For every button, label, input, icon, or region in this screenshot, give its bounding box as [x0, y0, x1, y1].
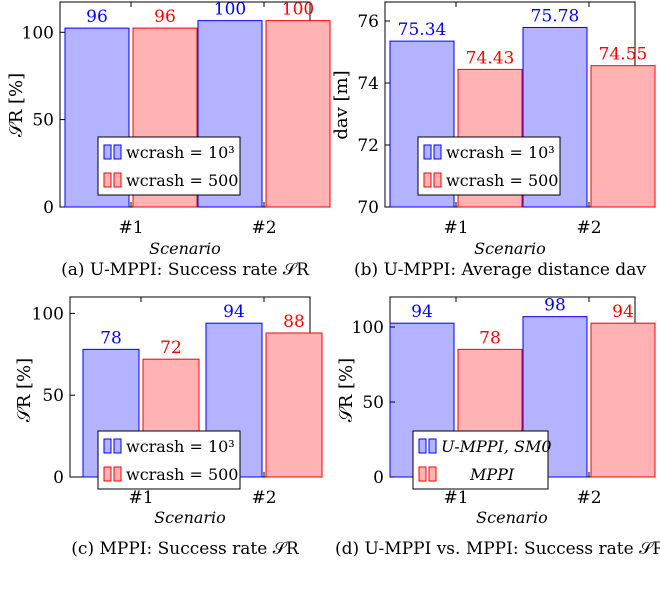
- legend-label: wcrash = 500: [126, 465, 238, 484]
- legend-label: wcrash = 500: [126, 171, 238, 190]
- data-label: 94: [223, 302, 245, 322]
- x-axis-label: Scenario: [149, 239, 221, 258]
- legend-swatch-blue: [433, 144, 442, 160]
- legend-swatch-red: [113, 466, 122, 482]
- bar: [265, 332, 323, 478]
- data-label: 100: [282, 0, 314, 20]
- legend-label: wcrash = 10³: [126, 143, 235, 162]
- data-label: 88: [283, 312, 305, 332]
- legend-swatch-blue: [423, 144, 432, 160]
- y-tick-label: 100: [22, 23, 54, 43]
- legend-swatch-blue: [103, 438, 112, 454]
- x-tick-label: #2: [576, 488, 601, 508]
- legend: wcrash = 10³ wcrash = 500: [97, 136, 241, 196]
- bar: [265, 20, 331, 208]
- legend-label: wcrash = 10³: [446, 143, 555, 162]
- x-tick-label: #1: [443, 488, 468, 508]
- y-tick-label: 0: [53, 468, 64, 488]
- legend-swatch-red: [103, 172, 112, 188]
- legend-swatch-red: [423, 172, 432, 188]
- y-tick-label: 100: [32, 304, 64, 324]
- x-axis-label: Scenario: [154, 508, 226, 527]
- legend-label: U-MPPI, SM0: [441, 437, 552, 456]
- legend: wcrash = 10³ wcrash = 500: [417, 136, 561, 196]
- y-tick-label: 70: [357, 198, 379, 218]
- y-tick-label: 76: [357, 12, 379, 32]
- x-tick-label: #2: [576, 218, 601, 238]
- x-tick-label: #2: [251, 488, 276, 508]
- panel-b: 75.34 74.43 75.78 74.55 70 72 74 76 #1 #2 S…: [331, 1, 656, 280]
- data-label: 94: [411, 302, 433, 322]
- x-tick-label: #1: [128, 488, 153, 508]
- y-axis-label: 𝒮R [%]: [336, 358, 357, 422]
- data-label: 96: [154, 7, 176, 27]
- y-tick-label: 0: [43, 198, 54, 218]
- data-label: 98: [544, 296, 566, 316]
- legend-label: MPPI: [469, 465, 515, 484]
- x-tick-label: #1: [443, 218, 468, 238]
- bar: [590, 65, 656, 208]
- data-label: 100: [214, 0, 246, 20]
- y-tick-label: 50: [32, 111, 54, 131]
- y-tick-label: 0: [373, 468, 384, 488]
- data-label: 96: [86, 7, 108, 27]
- y-axis-label: 𝒮R [%]: [6, 73, 27, 137]
- y-tick-label: 50: [42, 386, 64, 406]
- data-label: 74.43: [466, 48, 515, 68]
- legend-swatch-red: [113, 172, 122, 188]
- y-axis-label: dav [m]: [331, 70, 352, 139]
- legend-swatch-red: [433, 172, 442, 188]
- data-label: 78: [479, 328, 501, 348]
- caption: (b) U-MPPI: Average distance dav: [354, 260, 646, 280]
- legend-label: wcrash = 10³: [126, 437, 235, 456]
- bar: [590, 322, 656, 478]
- y-tick-label: 50: [362, 393, 384, 413]
- legend-box: [97, 430, 241, 490]
- legend-swatch-blue: [103, 144, 112, 160]
- legend-box: [417, 136, 561, 196]
- legend: wcrash = 10³ wcrash = 500: [97, 430, 241, 490]
- x-tick-label: #2: [251, 218, 276, 238]
- data-label: 75.78: [531, 6, 580, 26]
- caption: (a) U-MPPI: Success rate 𝒮R: [61, 260, 310, 280]
- data-label: 72: [160, 338, 182, 358]
- x-axis-label: Scenario: [474, 239, 546, 258]
- data-label: 75.34: [398, 20, 447, 40]
- data-label: 94: [612, 302, 634, 322]
- legend-box: [97, 136, 241, 196]
- legend-swatch-blue: [428, 438, 437, 454]
- legend: U-MPPI, SM0 MPPI: [412, 430, 552, 490]
- legend-label: wcrash = 500: [446, 171, 558, 190]
- y-tick-label: 72: [357, 136, 379, 156]
- data-label: 78: [100, 328, 122, 348]
- y-axis-label: 𝒮R [%]: [14, 358, 35, 422]
- panel-a: 96 96 100 100 0 50 100 #1 #2 Scenario 𝒮R [%…: [6, 0, 331, 280]
- x-tick-label: #1: [118, 218, 143, 238]
- x-axis-label: Scenario: [476, 508, 548, 527]
- legend-swatch-blue: [113, 438, 122, 454]
- data-label: 74.55: [599, 45, 648, 65]
- y-tick-label: 100: [352, 318, 384, 338]
- legend-swatch-blue: [418, 438, 427, 454]
- legend-swatch-red: [103, 466, 112, 482]
- y-tick-label: 74: [357, 74, 379, 94]
- caption: (d) U-MPPI vs. MPPI: Success rate 𝒮R: [335, 539, 660, 559]
- legend-swatch-red: [428, 466, 437, 482]
- legend-swatch-red: [418, 466, 427, 482]
- legend-swatch-blue: [113, 144, 122, 160]
- caption: (c) MPPI: Success rate 𝒮R: [71, 539, 300, 559]
